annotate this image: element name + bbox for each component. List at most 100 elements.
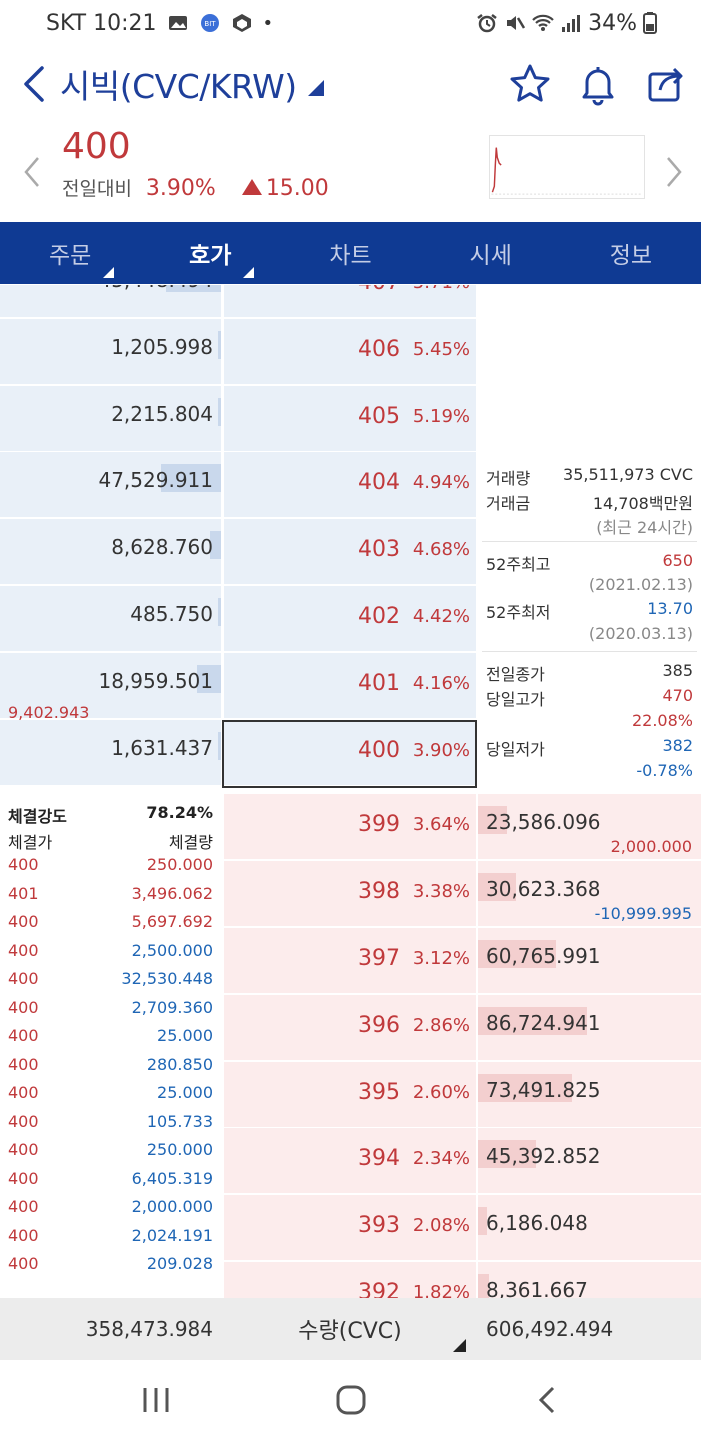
- trade-quantity: 2,500.000: [131, 940, 213, 960]
- gallery-icon: [168, 16, 187, 30]
- ask-quantity-cell[interactable]: 45,448.494: [0, 285, 221, 318]
- unit-selector[interactable]: 수량(CVC): [224, 1298, 476, 1360]
- ask-quantity-cell[interactable]: 18,959.501: [0, 652, 221, 719]
- ask-quantity-cell[interactable]: 47,529.911: [0, 452, 221, 519]
- ask-row[interactable]: 1,631.437 400 3.90%: [0, 719, 701, 788]
- back-nav-icon[interactable]: [528, 1380, 568, 1420]
- ask-row[interactable]: 47,529.911 404 4.94%: [0, 452, 701, 519]
- ask-percent: 3.90%: [412, 739, 470, 761]
- day-high-value: 470: [662, 686, 693, 705]
- bid-quantity-cell[interactable]: 6,186.048: [478, 1195, 701, 1262]
- bid-price-cell[interactable]: 395 2.60%: [224, 1061, 476, 1128]
- ask-quantity-cell[interactable]: 485.750: [0, 586, 221, 652]
- ask-quantity-cell[interactable]: 2,215.804: [0, 385, 221, 452]
- change-percent: 3.90%: [145, 176, 216, 201]
- bid-quantity-cell[interactable]: 73,491.825: [478, 1061, 701, 1128]
- ask-row[interactable]: 1,205.998 406 5.45%: [0, 318, 701, 385]
- tab-market-price[interactable]: 시세: [421, 222, 561, 284]
- tab-label: 호가: [189, 243, 232, 269]
- orderbook[interactable]: 392 1.82% 8,361.667 393 2.08% 6,186.048 394 2.3…: [0, 285, 701, 1298]
- ask-price-cell[interactable]: 407 5.71%: [224, 285, 476, 318]
- ask-price-cell[interactable]: 402 4.42%: [224, 586, 476, 652]
- ask-row[interactable]: 8,628.760 403 4.68%: [0, 519, 701, 586]
- bid-price: 393: [358, 1213, 400, 1239]
- bid-row[interactable]: 395 2.60% 73,491.825: [0, 1061, 701, 1128]
- bid-depth-bar: [478, 1006, 587, 1035]
- bid-price-cell[interactable]: 393 2.08%: [224, 1195, 476, 1262]
- previous-coin-icon[interactable]: [20, 152, 44, 192]
- bell-alert-icon[interactable]: [576, 62, 620, 106]
- trade-price: 400: [8, 1140, 39, 1159]
- tab-order[interactable]: 주문: [0, 222, 140, 284]
- ask-price-cell[interactable]: 406 5.45%: [224, 318, 476, 385]
- ask-quantity-cell[interactable]: 1,205.998: [0, 318, 221, 385]
- tab-info[interactable]: 정보: [561, 222, 701, 284]
- bid-row[interactable]: 396 2.86% 86,724.941: [0, 994, 701, 1061]
- ask-extra-value: 9,402.943: [8, 703, 90, 722]
- bid-percent: 3.64%: [412, 814, 470, 836]
- bid-quantity-cell[interactable]: 30,623.368: [478, 861, 701, 928]
- bid-row[interactable]: 393 2.08% 6,186.048: [0, 1195, 701, 1262]
- bid-row[interactable]: 394 2.34% 45,392.852: [0, 1128, 701, 1195]
- bid-price-cell[interactable]: 392 1.82%: [224, 1262, 476, 1298]
- bid-price-cell[interactable]: 398 3.38%: [224, 861, 476, 928]
- battery-icon: [643, 12, 657, 34]
- divider: [482, 541, 697, 542]
- tab-chart[interactable]: 차트: [280, 222, 420, 284]
- ask-quantity-cell[interactable]: 8,628.760: [0, 519, 221, 586]
- bid-price-cell[interactable]: 394 2.34%: [224, 1128, 476, 1195]
- recent-apps-icon[interactable]: [136, 1380, 176, 1420]
- next-coin-icon[interactable]: [662, 152, 686, 192]
- bid-price: 397: [358, 946, 400, 971]
- ask-price-cell[interactable]: 404 4.94%: [224, 452, 476, 519]
- ask-price: 405: [358, 403, 400, 429]
- bid-price-cell[interactable]: 397 3.12%: [224, 928, 476, 994]
- low52-label: 52주최저: [486, 603, 551, 622]
- bid-depth-bar: [478, 940, 556, 968]
- back-arrow-icon[interactable]: [16, 64, 52, 104]
- bid-row[interactable]: 398 3.38% 30,623.368: [0, 861, 701, 928]
- share-icon[interactable]: [644, 62, 688, 106]
- bid-price-cell[interactable]: 399 3.64%: [224, 794, 476, 861]
- mini-price-chart[interactable]: [489, 135, 645, 199]
- ask-price-cell[interactable]: 403 4.68%: [224, 519, 476, 586]
- star-favorite-icon[interactable]: [508, 62, 552, 106]
- dropdown-caret-icon[interactable]: [308, 80, 324, 96]
- bid-quantity-cell[interactable]: 86,724.941: [478, 994, 701, 1061]
- ask-price-cell[interactable]: 401 4.16%: [224, 652, 476, 719]
- ask-depth-bar: [218, 397, 221, 426]
- market-title[interactable]: 시빅(CVC/KRW): [60, 67, 297, 106]
- ask-price-cell[interactable]: 405 5.19%: [224, 385, 476, 452]
- current-price: 400: [62, 126, 131, 167]
- signal-icon: [562, 15, 581, 32]
- app-header: 시빅(CVC/KRW): [0, 46, 701, 122]
- bid-price: 394: [358, 1146, 400, 1172]
- bid-quantity-cell[interactable]: 23,586.096: [478, 794, 701, 861]
- ask-row[interactable]: 485.750 402 4.42%: [0, 586, 701, 652]
- ask-row[interactable]: 18,959.501 401 4.16%: [0, 652, 701, 719]
- trade-row: 400 5,697.692: [8, 912, 213, 940]
- day-high-percent: 22.08%: [631, 711, 693, 730]
- prev-close-value: 385: [662, 661, 693, 680]
- volume-label: 거래량: [486, 469, 531, 488]
- ask-price-cell[interactable]: 400 3.90%: [224, 719, 476, 786]
- trade-row: 400 6,405.319: [8, 1169, 213, 1197]
- ask-quantity-cell[interactable]: 1,631.437: [0, 719, 221, 786]
- bid-quantity-cell[interactable]: 60,765.991: [478, 928, 701, 994]
- home-icon[interactable]: [331, 1380, 371, 1420]
- tab-orderbook[interactable]: 호가: [140, 222, 280, 284]
- bid-row[interactable]: 392 1.82% 8,361.667: [0, 1262, 701, 1298]
- bid-row[interactable]: 399 3.64% 23,586.096: [0, 794, 701, 861]
- bid-quantity-cell[interactable]: 8,361.667: [478, 1262, 701, 1298]
- bid-quantity-cell[interactable]: 45,392.852: [478, 1128, 701, 1195]
- trade-row: 400 32,530.448: [8, 969, 213, 997]
- trade-row: 400 280.850: [8, 1055, 213, 1083]
- bid-price-cell[interactable]: 396 2.86%: [224, 994, 476, 1061]
- bid-row[interactable]: 397 3.12% 60,765.991: [0, 928, 701, 994]
- ask-row[interactable]: 45,448.494 407 5.71%: [0, 285, 701, 318]
- trade-qty-header: 체결량: [168, 833, 213, 852]
- trade-price: 400: [8, 855, 39, 874]
- ask-row[interactable]: 2,215.804 405 5.19%: [0, 385, 701, 452]
- ask-quantity: 45,448.494: [98, 285, 213, 292]
- bid-percent: 1.82%: [412, 1282, 470, 1298]
